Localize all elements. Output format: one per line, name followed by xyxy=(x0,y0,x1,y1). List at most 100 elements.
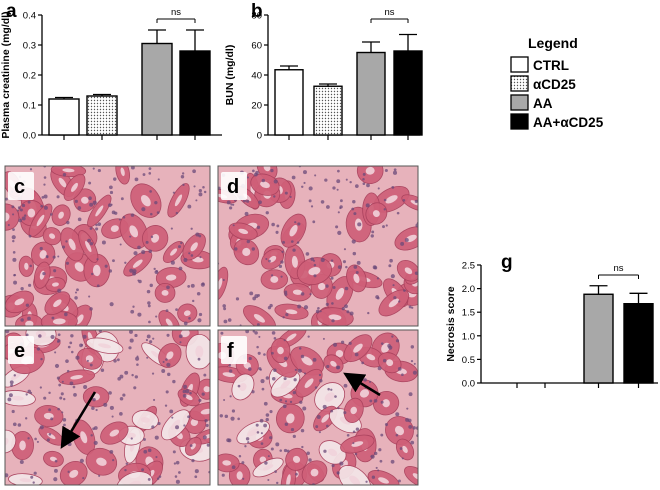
nucleus xyxy=(309,293,312,296)
nucleus xyxy=(129,330,133,334)
nucleus xyxy=(397,479,401,483)
tubule-lumen xyxy=(378,477,389,484)
tubule-lumen xyxy=(324,392,335,402)
nucleus xyxy=(48,408,52,412)
nucleus xyxy=(125,462,129,466)
nucleus xyxy=(300,354,305,359)
nucleus xyxy=(308,186,313,191)
tubule-lumen xyxy=(11,395,24,401)
nucleus xyxy=(297,368,302,373)
tubule-lumen xyxy=(98,343,112,349)
nucleus xyxy=(175,460,180,465)
nucleus xyxy=(303,181,306,185)
nucleus xyxy=(130,309,135,314)
nucleus xyxy=(410,440,415,445)
tubule-lumen xyxy=(328,314,342,321)
nucleus xyxy=(175,425,180,430)
nucleus xyxy=(340,340,345,344)
tubule-lumen xyxy=(74,262,84,272)
nucleus xyxy=(172,379,176,384)
nucleus xyxy=(46,438,50,442)
nucleus xyxy=(252,169,255,173)
nucleus xyxy=(377,366,382,371)
nucleus xyxy=(149,283,153,288)
nucleus xyxy=(267,478,270,482)
nucleus xyxy=(223,398,226,402)
nucleus xyxy=(130,213,135,217)
nucleus xyxy=(19,460,24,465)
nucleus xyxy=(69,341,73,345)
nucleus xyxy=(373,265,378,270)
nucleus xyxy=(12,251,16,254)
nucleus xyxy=(13,280,18,285)
nucleus xyxy=(101,240,106,245)
nucleus xyxy=(273,337,277,340)
nucleus xyxy=(52,255,56,259)
nucleus xyxy=(145,240,149,244)
nucleus xyxy=(354,452,358,456)
nucleus xyxy=(189,391,192,395)
nucleus xyxy=(384,423,389,427)
nucleus xyxy=(112,459,115,462)
nucleus xyxy=(315,425,319,429)
legend-swatch xyxy=(510,75,529,92)
nucleus xyxy=(275,230,279,234)
arrow-icon xyxy=(343,372,381,397)
nucleus xyxy=(283,448,288,453)
nucleus xyxy=(66,220,70,225)
nucleus xyxy=(53,269,57,273)
nucleus xyxy=(268,259,271,263)
nucleus xyxy=(382,358,387,363)
nucleus xyxy=(131,373,134,377)
nucleus xyxy=(50,213,53,216)
nucleus xyxy=(12,257,17,262)
legend-swatch xyxy=(510,113,529,130)
nucleus xyxy=(97,222,102,226)
tubule-lumen xyxy=(200,408,210,415)
tubule-lumen xyxy=(62,168,75,173)
panel-label: f xyxy=(227,340,234,362)
nucleus xyxy=(152,398,156,402)
nucleus xyxy=(12,228,15,231)
nucleus xyxy=(339,206,342,210)
nucleus xyxy=(256,225,261,229)
nucleus xyxy=(307,335,310,338)
nucleus xyxy=(399,447,403,450)
nucleus xyxy=(13,273,17,277)
nucleus xyxy=(219,414,223,418)
y-tick-label: 1.0 xyxy=(462,331,475,342)
nucleus xyxy=(100,368,105,372)
nucleus xyxy=(134,333,138,338)
nucleus xyxy=(165,309,169,313)
tubule-lumen xyxy=(385,195,398,204)
nucleus xyxy=(109,302,114,307)
legend-item-label: AA xyxy=(533,96,553,111)
nucleus xyxy=(352,442,355,445)
nucleus xyxy=(53,477,58,482)
nucleus xyxy=(141,250,146,255)
nucleus xyxy=(180,175,185,179)
nucleus xyxy=(342,260,347,264)
tubule-lumen xyxy=(85,240,92,253)
nucleus xyxy=(341,307,345,311)
nucleus xyxy=(332,186,336,190)
nucleus xyxy=(281,250,284,254)
nucleus xyxy=(363,378,367,382)
nucleus xyxy=(61,245,66,249)
nucleus xyxy=(98,330,102,333)
nucleus xyxy=(283,377,287,381)
panel-label: e xyxy=(14,340,25,362)
nucleus xyxy=(54,351,57,354)
nucleus xyxy=(62,418,67,422)
nucleus xyxy=(395,339,400,343)
legend-swatch xyxy=(510,94,529,111)
nucleus xyxy=(25,333,29,337)
tubule-lumen xyxy=(14,298,25,306)
nucleus xyxy=(70,350,74,354)
nucleus xyxy=(191,458,195,463)
nucleus xyxy=(74,296,78,300)
nucleus xyxy=(137,245,141,250)
nucleus xyxy=(20,318,24,322)
nucleus xyxy=(77,217,82,222)
nucleus xyxy=(260,442,264,445)
